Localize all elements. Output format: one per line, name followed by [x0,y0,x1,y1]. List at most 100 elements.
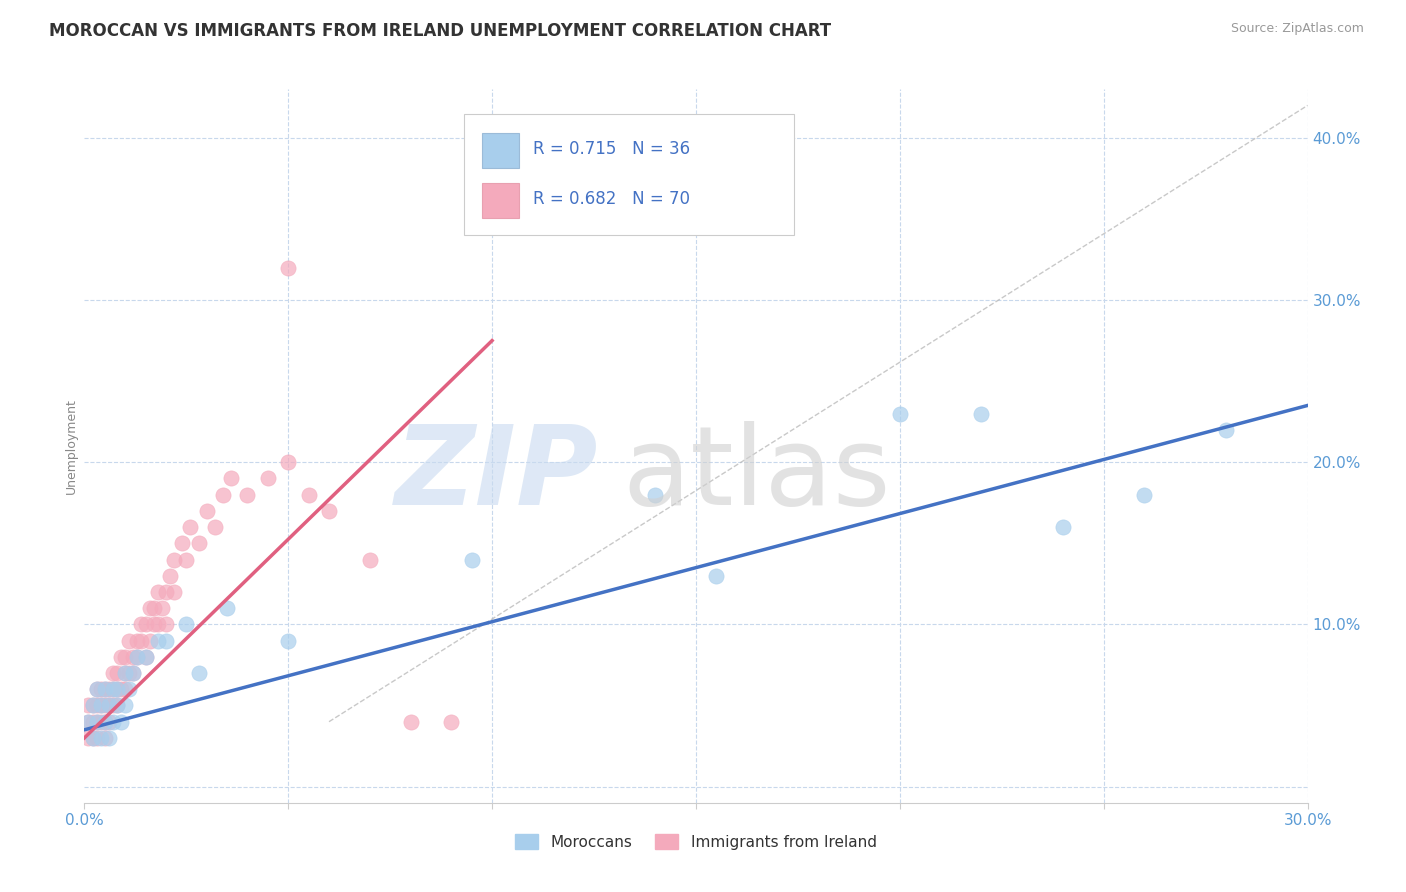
Point [118,633,141,648]
Point [105,666,128,681]
Point [146,585,169,599]
Point [1133,488,1156,502]
Point [101,698,124,713]
Point [318,504,340,518]
Point [138,601,160,615]
Point [82,731,104,745]
Point [163,585,186,599]
Point [127,633,149,648]
Text: atlas: atlas [623,421,891,528]
Point [889,407,911,421]
Point [97,698,120,713]
FancyBboxPatch shape [482,134,519,168]
Point [159,568,181,582]
Text: R = 0.715   N = 36: R = 0.715 N = 36 [533,140,690,158]
Point [359,552,381,566]
Point [90,698,112,713]
Point [118,666,141,681]
Text: Source: ZipAtlas.com: Source: ZipAtlas.com [1230,22,1364,36]
Point [101,682,124,697]
Point [90,698,112,713]
Point [86,698,108,713]
Point [93,714,115,729]
Point [172,536,194,550]
Point [105,698,128,713]
Point [110,649,132,664]
Point [135,649,157,664]
Point [127,649,149,664]
Point [179,520,201,534]
Point [110,714,132,729]
Text: MOROCCAN VS IMMIGRANTS FROM IRELAND UNEMPLOYMENT CORRELATION CHART: MOROCCAN VS IMMIGRANTS FROM IRELAND UNEM… [49,22,831,40]
Point [77,731,100,745]
Point [93,682,115,697]
Point [142,601,165,615]
Point [163,552,186,566]
Point [114,666,136,681]
Point [93,682,115,697]
Point [97,682,120,697]
Point [86,682,108,697]
Point [93,714,115,729]
Point [155,617,177,632]
Point [138,633,160,648]
Point [970,407,993,421]
Text: ZIP: ZIP [395,421,598,528]
Point [105,698,128,713]
Point [86,731,108,745]
Point [399,714,422,729]
Point [86,714,108,729]
Point [77,714,100,729]
Point [86,714,108,729]
Point [187,666,209,681]
Point [195,504,218,518]
Point [101,682,124,697]
Point [114,649,136,664]
Point [146,633,169,648]
Point [110,682,132,697]
Point [82,698,104,713]
Point [114,698,136,713]
Point [77,714,100,729]
Point [86,682,108,697]
FancyBboxPatch shape [482,184,519,218]
Point [146,617,169,632]
Text: R = 0.682   N = 70: R = 0.682 N = 70 [533,190,690,208]
Point [82,731,104,745]
Point [440,714,463,729]
Point [135,617,157,632]
Point [644,488,666,502]
Point [277,455,299,469]
Point [127,649,149,664]
Point [142,617,165,632]
Point [1052,520,1074,534]
Point [150,601,173,615]
Point [155,585,177,599]
Point [461,552,484,566]
Point [90,714,112,729]
Point [105,682,128,697]
Point [706,568,728,582]
Point [97,731,120,745]
Point [1215,423,1237,437]
Point [277,633,299,648]
Point [101,666,124,681]
Point [131,617,153,632]
Point [93,731,115,745]
Point [155,633,177,648]
Point [122,666,145,681]
Point [219,471,242,485]
Point [118,682,141,697]
Point [97,698,120,713]
FancyBboxPatch shape [464,114,794,235]
Point [101,714,124,729]
Point [122,649,145,664]
Point [77,698,100,713]
Point [131,633,153,648]
Point [174,617,197,632]
Point [90,682,112,697]
Point [298,488,321,502]
Legend: Moroccans, Immigrants from Ireland: Moroccans, Immigrants from Ireland [509,828,883,855]
Point [82,698,104,713]
Point [114,682,136,697]
